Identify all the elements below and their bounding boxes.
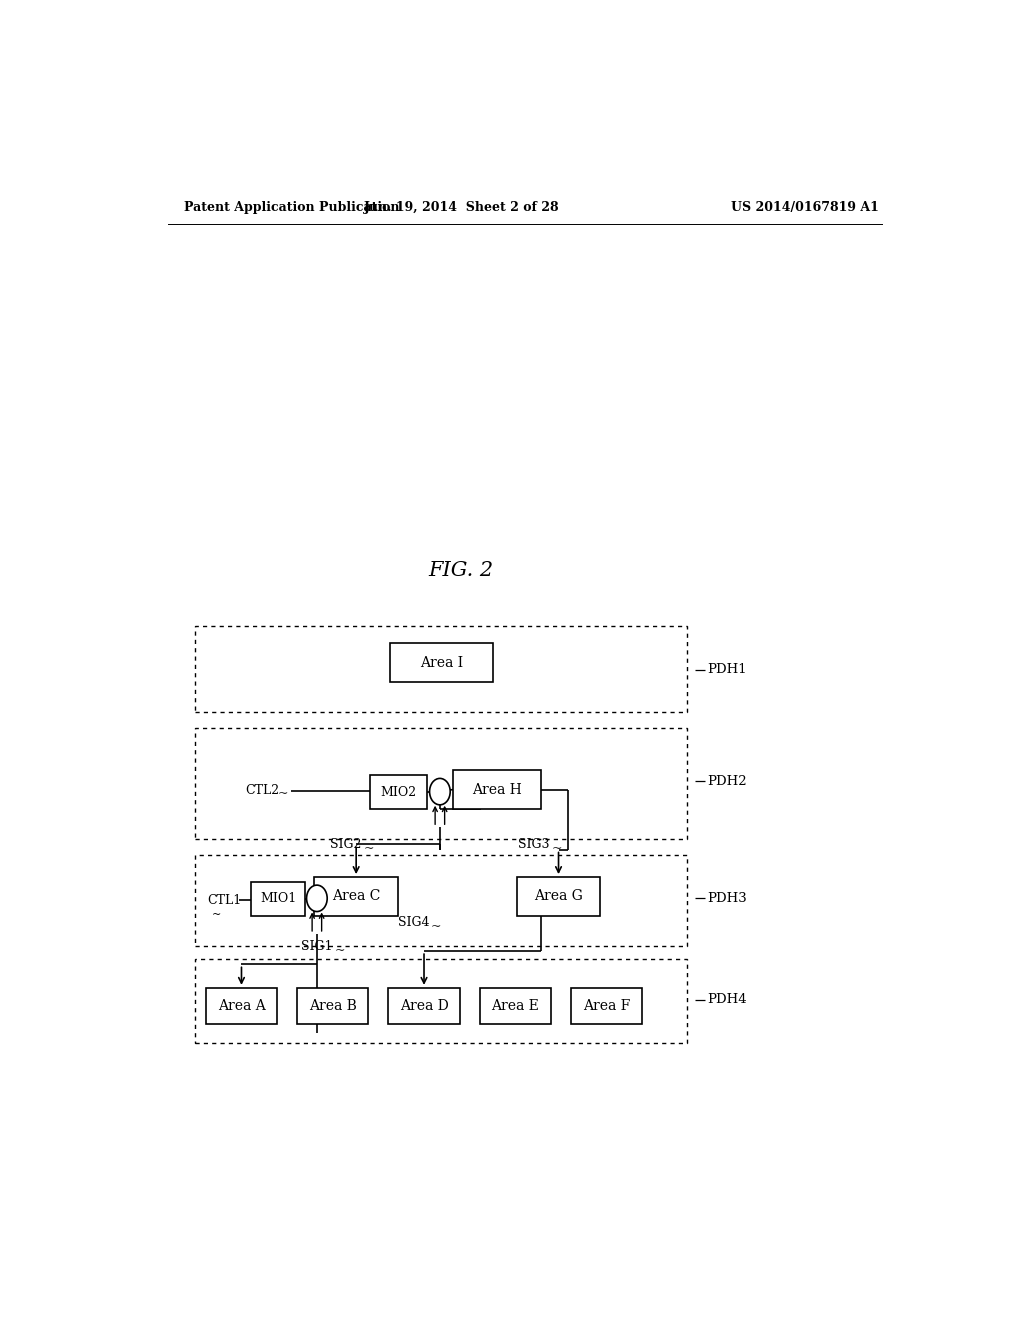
Text: PDH1: PDH1 [708,663,746,676]
Bar [370,775,427,809]
Text: Area I: Area I [420,656,463,669]
Text: SIG4: SIG4 [397,916,429,929]
Bar [314,876,397,916]
Text: MIO2: MIO2 [381,785,417,799]
Text: ~: ~ [211,909,221,920]
Text: US 2014/0167819 A1: US 2014/0167819 A1 [731,201,879,214]
Circle shape [306,886,328,912]
Bar [196,960,687,1043]
Text: PDH3: PDH3 [708,892,748,904]
Text: Area F: Area F [583,999,630,1012]
Text: ~: ~ [431,920,441,933]
Text: Area D: Area D [399,999,449,1012]
Text: PDH2: PDH2 [708,775,746,788]
Bar [196,854,687,946]
Text: ~: ~ [364,842,374,855]
Text: Area A: Area A [218,999,265,1012]
Text: CTL1: CTL1 [207,894,242,907]
Bar [206,987,278,1024]
Text: Jun. 19, 2014  Sheet 2 of 28: Jun. 19, 2014 Sheet 2 of 28 [364,201,559,214]
Circle shape [430,779,451,805]
Bar [454,771,541,809]
Text: SIG1: SIG1 [301,940,333,953]
Text: FIG. 2: FIG. 2 [429,561,494,579]
Text: Area C: Area C [332,890,380,903]
Text: Area B: Area B [309,999,356,1012]
Text: PDH4: PDH4 [708,994,746,1006]
Bar [196,727,687,840]
Bar [251,882,305,916]
Text: ~: ~ [334,944,345,957]
Text: SIG3: SIG3 [518,838,550,851]
Text: ~: ~ [552,842,562,855]
Text: Area H: Area H [472,783,522,796]
Bar [390,643,494,682]
Text: SIG2: SIG2 [331,838,361,851]
Bar [517,876,600,916]
Text: CTL2: CTL2 [246,784,280,797]
Bar [388,987,460,1024]
Text: Area E: Area E [492,999,540,1012]
Bar [196,626,687,713]
Text: ~: ~ [278,787,288,800]
Bar [297,987,369,1024]
Bar [570,987,642,1024]
Text: Area G: Area G [535,890,583,903]
Bar [479,987,551,1024]
Text: MIO1: MIO1 [260,892,296,906]
Text: Patent Application Publication: Patent Application Publication [183,201,399,214]
